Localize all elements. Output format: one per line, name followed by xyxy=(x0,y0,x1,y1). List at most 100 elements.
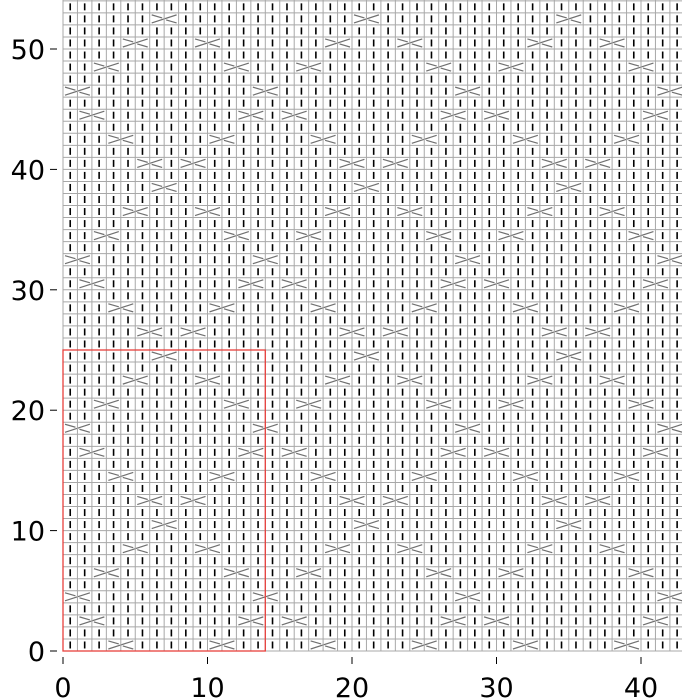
cable-cross-line xyxy=(79,91,91,96)
cable-cross-line xyxy=(93,452,105,457)
x-tick-label: 10 xyxy=(190,673,224,699)
cable-cross-line xyxy=(469,260,481,265)
cable-cross-line xyxy=(64,423,76,428)
cable-cross-line xyxy=(151,14,163,19)
cable-cross-line xyxy=(339,495,351,501)
cable-cross-line xyxy=(194,206,206,212)
cable-cross-line xyxy=(339,211,351,217)
cable-cross-line xyxy=(570,19,582,24)
cable-cross-line xyxy=(642,110,654,115)
cable-cross-line xyxy=(599,38,611,43)
cable-cross-line xyxy=(368,187,380,193)
cable-cross-line xyxy=(324,139,336,144)
cable-cross-line xyxy=(368,19,380,24)
cable-cross-line xyxy=(541,211,553,217)
cable-cross-line xyxy=(657,423,669,428)
chart-cells xyxy=(64,3,682,650)
cable-cross-line xyxy=(628,399,640,404)
cable-cross-line xyxy=(324,308,336,313)
cable-cross-line xyxy=(440,236,452,241)
cable-cross-line xyxy=(527,38,539,43)
cable-cross-line xyxy=(382,158,394,163)
cable-cross-line xyxy=(397,544,408,549)
cable-cross-line xyxy=(108,404,119,409)
cable-cross-line xyxy=(570,356,582,361)
cable-cross-line xyxy=(469,428,481,433)
cable-cross-line xyxy=(613,43,625,48)
cable-cross-line xyxy=(353,500,365,506)
cable-cross-line xyxy=(440,447,452,452)
cable-cross-line xyxy=(628,568,640,573)
cable-cross-line xyxy=(151,519,163,525)
cable-cross-line xyxy=(411,43,423,48)
cable-cross-line xyxy=(93,231,105,236)
cable-cross-line xyxy=(527,645,539,650)
cable-cross-line xyxy=(267,597,278,602)
cable-cross-line xyxy=(483,110,495,115)
cable-cross-line xyxy=(324,206,336,212)
cable-cross-line xyxy=(296,62,307,67)
cable-cross-line xyxy=(353,14,365,19)
cable-cross-line xyxy=(238,236,250,241)
cable-cross-line xyxy=(454,592,466,597)
cable-cross-line xyxy=(79,260,91,265)
cable-cross-line xyxy=(411,380,423,385)
axis-ticks: 0 10 20 30 40 0 10 20 30 40 50 xyxy=(11,35,659,699)
cable-cross-line xyxy=(209,303,221,308)
cable-cross-line xyxy=(79,428,91,433)
cable-cross-line xyxy=(512,404,524,409)
cable-cross-line xyxy=(599,332,611,337)
cable-cross-line xyxy=(194,38,206,43)
cable-cross-line xyxy=(238,279,250,284)
cable-cross-line xyxy=(223,399,235,404)
cable-cross-line xyxy=(426,308,437,313)
cable-cross-line xyxy=(382,495,394,501)
cable-cross-line xyxy=(498,231,510,236)
cable-cross-line xyxy=(642,67,654,72)
cable-cross-line xyxy=(426,399,437,404)
cable-cross-line xyxy=(238,404,250,409)
cable-cross-line xyxy=(296,399,307,404)
cable-cross-line xyxy=(209,43,221,48)
cable-cross-line xyxy=(613,471,625,476)
cable-cross-line xyxy=(382,327,394,332)
cable-cross-line xyxy=(657,592,669,597)
cable-cross-line xyxy=(527,544,539,549)
cable-cross-line xyxy=(599,375,611,380)
cable-cross-line xyxy=(498,115,510,120)
cable-cross-line xyxy=(657,452,669,457)
cable-cross-line xyxy=(671,428,682,433)
cable-cross-line xyxy=(570,525,582,530)
cable-cross-line xyxy=(339,158,351,163)
cable-cross-line xyxy=(252,621,264,626)
cable-cross-line xyxy=(137,158,148,163)
cable-cross-line xyxy=(556,332,567,337)
cable-cross-line xyxy=(93,399,105,404)
cable-cross-line xyxy=(556,519,567,525)
cable-cross-line xyxy=(541,380,553,385)
cable-cross-line xyxy=(469,91,481,96)
cable-cross-line xyxy=(93,284,105,289)
cable-cross-line xyxy=(657,115,669,120)
cable-cross-line xyxy=(296,568,307,573)
cable-cross-line xyxy=(512,471,524,476)
cable-cross-line xyxy=(599,163,611,168)
cable-cross-line xyxy=(657,621,669,626)
cable-cross-line xyxy=(122,645,134,650)
cable-cross-line xyxy=(223,308,235,313)
cable-cross-line xyxy=(324,375,336,380)
cable-cross-line xyxy=(194,332,206,337)
cable-cross-line xyxy=(613,640,625,645)
x-tick-label: 30 xyxy=(479,673,513,699)
cable-cross-line xyxy=(628,645,640,650)
cable-cross-line xyxy=(613,211,625,217)
cable-cross-line xyxy=(93,568,105,573)
cable-cross-line xyxy=(223,645,235,650)
cable-cross-line xyxy=(671,260,682,265)
cable-cross-line xyxy=(310,471,322,476)
cable-cross-line xyxy=(223,568,235,573)
cable-cross-line xyxy=(642,404,654,409)
cable-cross-line xyxy=(454,115,466,120)
cable-cross-line xyxy=(209,471,221,476)
grid-lines xyxy=(62,0,682,652)
